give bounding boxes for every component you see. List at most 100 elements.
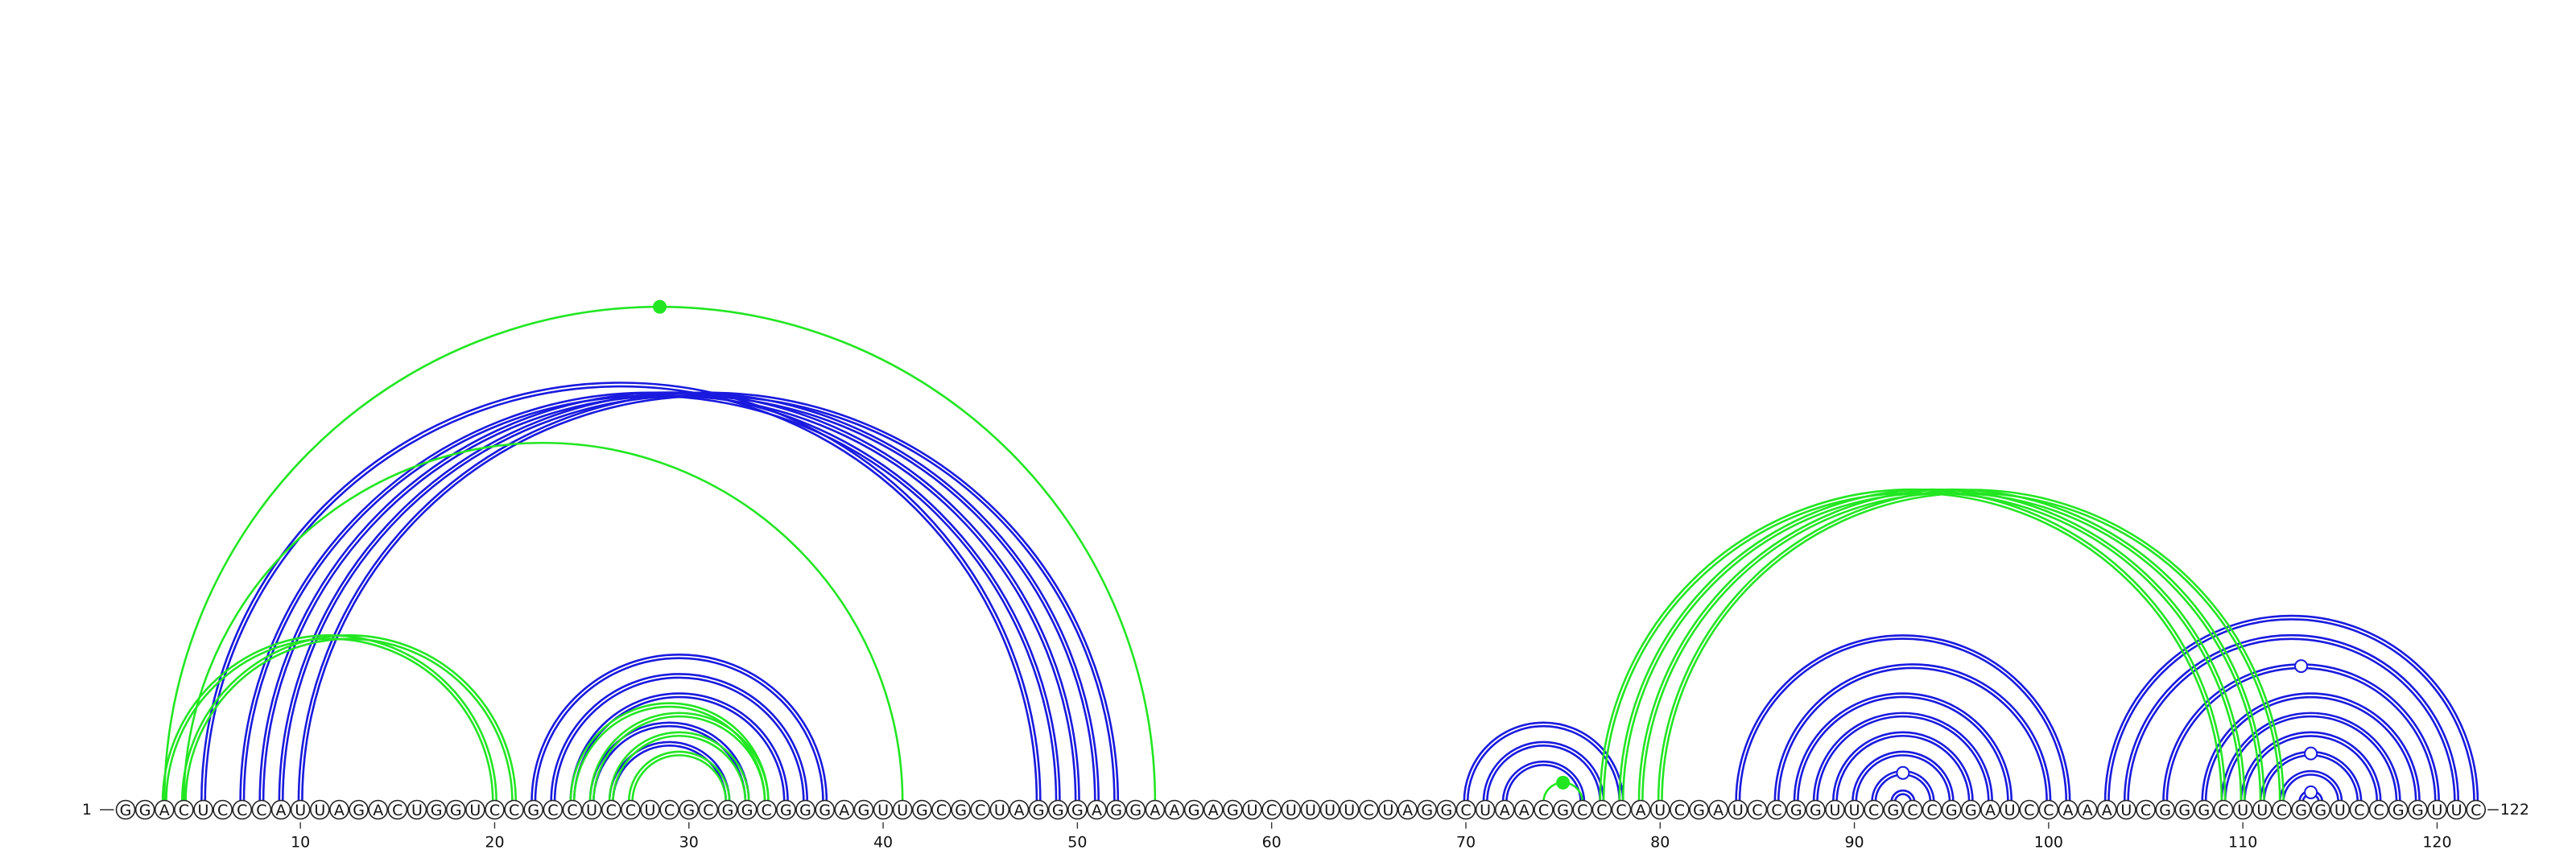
- base-circle: [2116, 799, 2136, 820]
- base-circle: [717, 799, 738, 820]
- base-119: G: [2408, 799, 2428, 820]
- green-pair-arc-25-34: [592, 715, 766, 802]
- arc-marker-3: [1896, 765, 1910, 780]
- base-letter: G: [1946, 802, 1958, 819]
- base-letter: C: [606, 802, 617, 819]
- base-circle: [1339, 799, 1360, 820]
- base-letter: G: [1188, 802, 1200, 819]
- base-letter: A: [1500, 802, 1510, 819]
- base-circle: [892, 799, 913, 820]
- base-circle: [562, 799, 583, 820]
- base-letter: U: [1286, 802, 1297, 819]
- blue-pair-arc-84-101: [1735, 633, 2071, 802]
- base-letter: G: [1887, 802, 1899, 819]
- blue-pair-arc-8-50: [258, 391, 1080, 802]
- base-letter: C: [1460, 802, 1471, 819]
- base-letter: C: [237, 802, 247, 819]
- base-letter: C: [936, 802, 947, 819]
- blue-pair-arc-88-97: [1816, 715, 1990, 802]
- base-letter: U: [1305, 802, 1316, 819]
- base-17: G: [426, 799, 447, 820]
- base-circle: [2136, 799, 2156, 820]
- base-letter: G: [1129, 802, 1141, 819]
- blue-pair-arc-71-77: [1486, 745, 1601, 802]
- base-circle: [873, 799, 894, 820]
- base-105: C: [2136, 799, 2156, 820]
- base-38: A: [834, 799, 855, 820]
- base-circle: [2291, 799, 2311, 820]
- base-letter: G: [120, 802, 132, 819]
- tick-label-80: 80: [1650, 834, 1670, 852]
- base-69: G: [1436, 799, 1457, 820]
- green-pair-arc-26-33: [608, 731, 750, 802]
- base-letter: U: [1849, 802, 1860, 819]
- green-pair-arc-25-34: [588, 712, 770, 802]
- base-letter: C: [1926, 802, 1937, 819]
- base-letter: G: [2392, 802, 2405, 819]
- base-letter: C: [1868, 802, 1879, 819]
- base-circle: [1417, 799, 1438, 820]
- base-letter: G: [955, 802, 967, 819]
- base-81: C: [1670, 799, 1690, 820]
- base-25: U: [581, 799, 602, 820]
- base-circle: [270, 799, 291, 820]
- base-circle: [2000, 799, 2020, 820]
- base-circle: [213, 799, 233, 820]
- base-115: U: [2330, 799, 2351, 820]
- blue-pair-arc-9-51: [278, 391, 1100, 802]
- base-letter: U: [994, 802, 1005, 819]
- tick-label-110: 110: [2228, 834, 2257, 852]
- base-5: U: [193, 799, 213, 820]
- base-35: G: [776, 799, 796, 820]
- position-axis: 10 20 30 40 50 60 70 80 90 100 110 120: [291, 822, 2452, 852]
- blue-pair-arc-23-36: [550, 673, 809, 802]
- base-56: G: [1183, 799, 1204, 820]
- base-circle: [349, 799, 369, 820]
- base-circle: [601, 799, 621, 820]
- blue-pair-arc-109-118: [2220, 712, 2401, 802]
- base-circle: [1436, 799, 1457, 820]
- base-letter: G: [683, 802, 695, 819]
- base-circle: [387, 799, 408, 820]
- base-circle: [795, 799, 815, 820]
- base-circle: [1125, 799, 1146, 820]
- base-circle: [1359, 799, 1379, 820]
- base-letter: U: [2237, 802, 2248, 819]
- base-circle: [1844, 799, 1864, 820]
- base-circle: [2058, 799, 2079, 820]
- base-114: G: [2310, 799, 2330, 820]
- base-letter: G: [1965, 802, 1977, 819]
- base-82: G: [1689, 799, 1709, 820]
- tick-label-50: 50: [1067, 834, 1087, 852]
- blue-pair-arc-7-49: [239, 391, 1061, 802]
- base-14: A: [368, 799, 388, 820]
- blue-pair-arc-70-78: [1463, 721, 1624, 802]
- base-circle: [1164, 799, 1185, 820]
- base-120: U: [2427, 799, 2447, 820]
- base-letter: G: [527, 802, 539, 819]
- base-circle: [1611, 799, 1632, 820]
- base-94: C: [1922, 799, 1942, 820]
- base-letter: G: [1693, 802, 1705, 819]
- base-letter: U: [469, 802, 481, 819]
- base-circle: [445, 799, 466, 820]
- base-letter: C: [2354, 802, 2364, 819]
- base-circle: [504, 799, 524, 820]
- base-letter: G: [2412, 802, 2424, 819]
- base-circle: [2368, 799, 2389, 820]
- base-67: A: [1397, 799, 1418, 820]
- base-letter: A: [1013, 802, 1024, 819]
- base-circle: [1009, 799, 1030, 820]
- base-letter: U: [1829, 802, 1840, 819]
- base-circle: [853, 799, 874, 820]
- base-23: C: [543, 799, 564, 820]
- base-circle: [2349, 799, 2370, 820]
- base-circle: [232, 799, 253, 820]
- base-letter: C: [567, 802, 577, 819]
- base-15: C: [387, 799, 408, 820]
- base-87: G: [1785, 799, 1806, 820]
- base-letter: U: [198, 802, 209, 819]
- base-73: A: [1514, 799, 1534, 820]
- base-letter: A: [334, 802, 345, 819]
- blue-pair-arc-104-121: [2123, 633, 2460, 802]
